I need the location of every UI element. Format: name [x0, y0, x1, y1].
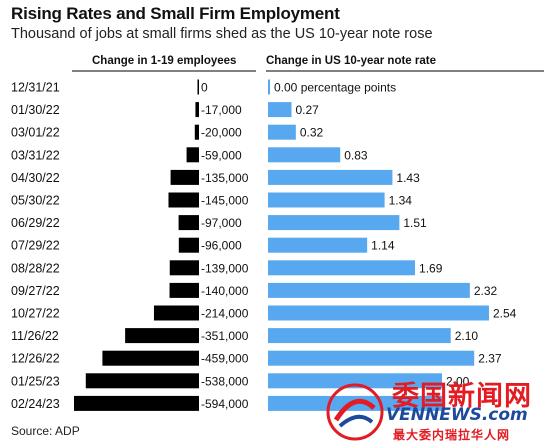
rate-change-label: 1.69 — [419, 261, 443, 275]
series-header-employees: Change in 1-19 employees — [92, 55, 236, 67]
rate-change-label: 1.14 — [371, 239, 395, 253]
rate-change-label: 2.00 — [446, 374, 470, 388]
employee-change-label: -594,000 — [201, 397, 249, 411]
rate-change-bar — [268, 282, 470, 298]
category-label: 01/25/23 — [11, 374, 60, 388]
rate-change-bar — [268, 215, 400, 231]
employee-change-bar — [195, 102, 199, 118]
employee-change-label: -459,000 — [201, 352, 249, 366]
category-label: 11/26/22 — [11, 329, 59, 343]
chart: Change in 1-19 employees Change in US 10… — [11, 55, 544, 411]
employee-change-bar — [186, 147, 199, 163]
category-label: 10/27/22 — [11, 307, 60, 321]
employee-change-label: -140,000 — [201, 284, 249, 298]
category-label: 09/27/22 — [11, 284, 60, 298]
rate-change-label: 2.54 — [493, 307, 517, 321]
watermark-main-text: 委国新闻网 — [392, 381, 532, 412]
rate-change-bar — [268, 169, 393, 185]
employee-change-label: -97,000 — [201, 216, 242, 230]
category-label: 06/29/22 — [11, 216, 60, 230]
employee-change-bar — [178, 237, 199, 253]
chart-subtitle: Thousand of jobs at small firms shed as … — [11, 26, 433, 42]
category-label: 12/31/21 — [11, 81, 60, 95]
rate-change-label: 2.32 — [474, 284, 498, 298]
rate-change-label: 0.83 — [344, 148, 368, 162]
source-note: Source: ADP — [11, 424, 80, 438]
rate-change-bar — [268, 373, 442, 389]
category-label: 03/01/22 — [11, 126, 60, 140]
employee-change-bar — [85, 373, 199, 389]
watermark-logo-icon — [326, 383, 384, 441]
employee-change-bar — [169, 282, 199, 298]
employee-change-bar — [170, 169, 199, 185]
rate-change-label: 1.51 — [403, 216, 427, 230]
category-label: 05/30/22 — [11, 194, 60, 208]
employee-change-label: -59,000 — [201, 148, 242, 162]
category-label: 08/28/22 — [11, 261, 60, 275]
employee-change-label: -145,000 — [201, 194, 249, 208]
rate-change-label: 2.37 — [478, 352, 502, 366]
rate-change-bar — [268, 102, 292, 118]
rate-change-bar — [268, 350, 475, 366]
rate-change-label: 1.43 — [396, 171, 420, 185]
category-label: 03/31/22 — [11, 148, 60, 162]
rate-change-bar — [268, 147, 341, 163]
employee-change-label: -214,000 — [201, 307, 249, 321]
rate-change-label: 0.32 — [300, 126, 324, 140]
rate-change-bar — [268, 305, 489, 321]
watermark-tagline: 最大委内瑞拉华人网 — [393, 428, 511, 442]
employee-change-bar — [125, 328, 199, 344]
employee-change-bar — [194, 124, 199, 140]
employee-change-label: -351,000 — [201, 329, 249, 343]
employee-change-bar — [74, 395, 199, 411]
employee-change-label: -538,000 — [201, 374, 249, 388]
rate-change-bar — [268, 124, 296, 140]
employee-change-bar — [178, 215, 199, 231]
rate-change-bar — [268, 328, 451, 344]
employee-change-bar — [102, 350, 199, 366]
category-label: 02/24/23 — [11, 397, 60, 411]
series-header-rate: Change in US 10-year note rate — [266, 55, 436, 67]
category-label: 12/26/22 — [11, 352, 60, 366]
category-label: 04/30/22 — [11, 171, 60, 185]
employee-change-bar — [153, 305, 199, 321]
rate-change-bar — [268, 260, 416, 276]
employee-change-bar — [197, 79, 199, 95]
category-label: 01/30/22 — [11, 103, 60, 117]
rate-change-label: 0.00 percentage points — [274, 81, 396, 95]
employee-change-label: 0 — [201, 81, 208, 95]
chart-title: Rising Rates and Small Firm Employment — [11, 4, 340, 23]
rate-change-label: 0.27 — [295, 103, 319, 117]
employee-change-label: -20,000 — [201, 126, 242, 140]
employee-change-bar — [169, 260, 199, 276]
employee-change-label: -96,000 — [201, 239, 242, 253]
employee-change-label: -139,000 — [201, 261, 249, 275]
employee-change-label: -135,000 — [201, 171, 249, 185]
rate-change-bar — [268, 237, 368, 253]
rate-change-bar — [268, 192, 385, 208]
watermark-site-text: VENNEWS.com — [386, 405, 528, 425]
employee-change-label: -17,000 — [201, 103, 242, 117]
rate-change-label: 2.10 — [455, 329, 479, 343]
employee-change-bar — [168, 192, 199, 208]
watermark: 委国新闻网 VENNEWS.com 最大委内瑞拉华人网 — [322, 374, 547, 444]
category-label: 07/29/22 — [11, 239, 60, 253]
rate-change-bar — [268, 79, 270, 95]
rate-change-label: 1.34 — [389, 194, 413, 208]
